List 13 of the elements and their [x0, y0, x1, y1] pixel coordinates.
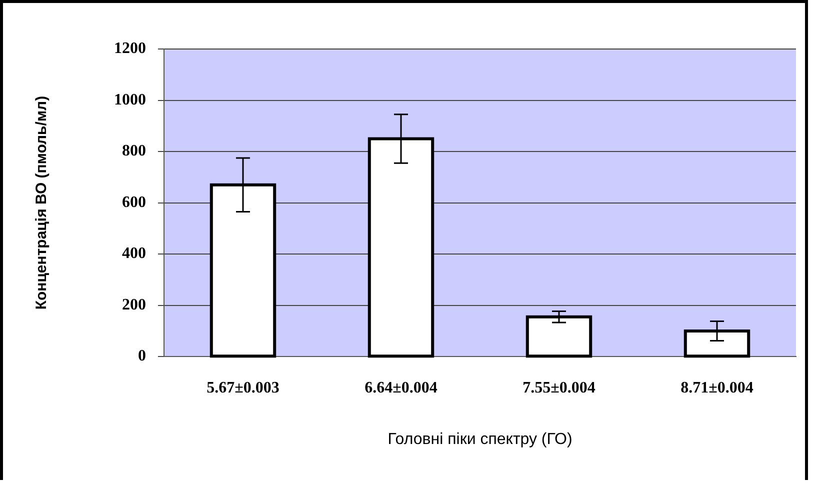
- x-tick-label: 8.71±0.004: [680, 379, 754, 396]
- x-tick-label: 5.67±0.003: [206, 379, 280, 396]
- y-tick-label: 1200: [114, 40, 146, 58]
- y-tick-label: 400: [122, 245, 146, 262]
- y-tick-label: 600: [122, 194, 146, 211]
- y-axis-title: Концентрація ВО (пмоль/мл): [33, 96, 50, 310]
- x-axis-title: Головні піки спектру (ГО): [388, 430, 572, 448]
- y-tick-label: 200: [122, 296, 146, 314]
- x-tick-label: 7.55±0.004: [522, 379, 596, 396]
- x-tick-label: 6.64±0.004: [364, 379, 438, 396]
- y-tick-label: 800: [122, 142, 146, 160]
- y-tick-label: 0: [138, 348, 146, 365]
- y-tick-label: 1000: [114, 91, 146, 108]
